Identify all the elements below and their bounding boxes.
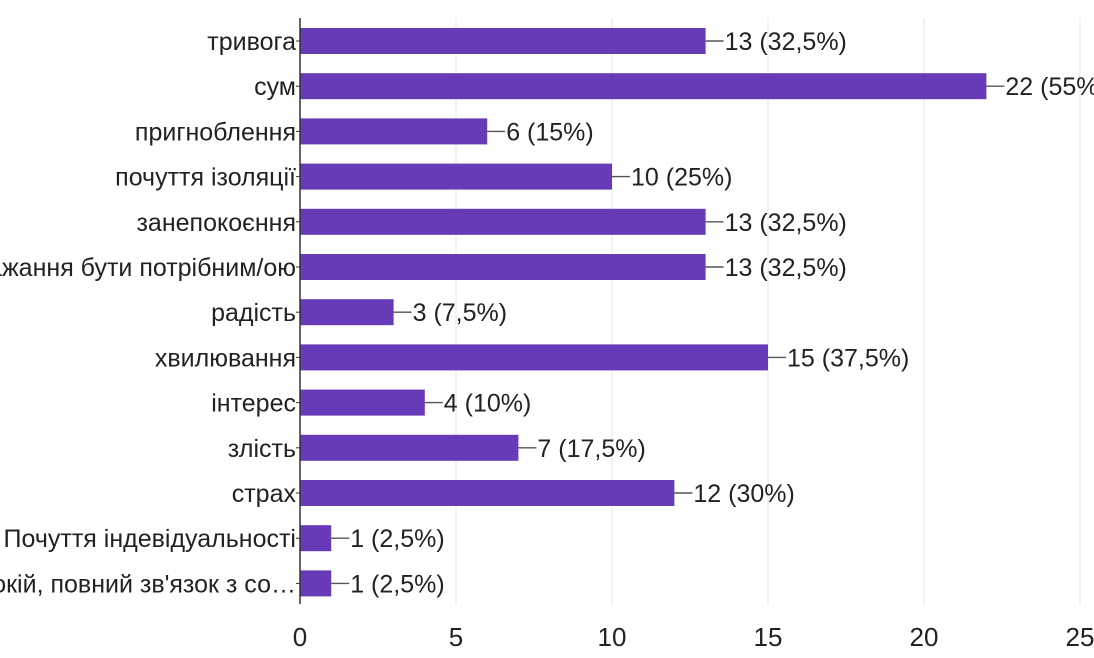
- x-tick-label: 5: [449, 622, 463, 652]
- category-label: пригноблення: [135, 118, 296, 146]
- bar: [300, 118, 488, 145]
- grid-lines: [455, 18, 1081, 604]
- bars: [300, 28, 1005, 597]
- category-label: Спокій, повний зв'язок з со…: [0, 570, 296, 598]
- data-label: 6 (15%): [506, 118, 594, 146]
- data-label: 1 (2,5%): [350, 525, 444, 553]
- data-label: 15 (37,5%): [787, 344, 909, 372]
- data-label: 7 (17,5%): [537, 435, 645, 463]
- category-label: хвилювання: [155, 344, 296, 372]
- bar: [300, 480, 675, 506]
- bar: [300, 73, 987, 100]
- category-label: бажання бути потрібним/ою: [0, 254, 296, 282]
- bar: [300, 163, 612, 190]
- category-label: страх: [232, 480, 297, 508]
- data-label: 13 (32,5%): [725, 254, 847, 282]
- data-label: 3 (7,5%): [413, 299, 507, 327]
- x-tick-label: 15: [754, 622, 783, 652]
- bar: [300, 28, 706, 54]
- data-label: 13 (32,5%): [725, 28, 847, 56]
- bar: [300, 344, 768, 371]
- data-label: 10 (25%): [631, 164, 732, 192]
- bar: [300, 208, 706, 235]
- data-label: 1 (2,5%): [350, 570, 444, 598]
- bar: [300, 570, 332, 597]
- category-label: злість: [228, 435, 296, 463]
- bar: [300, 389, 425, 416]
- labels: 0 5 10 15 20 25 13 (32,5%) тривога 22 (55%) сум 6 …: [0, 28, 1094, 652]
- category-label: занепокоєння: [136, 209, 296, 237]
- data-label: 13 (32,5%): [725, 209, 847, 237]
- x-tick-label: 10: [598, 622, 627, 652]
- x-tick-label: 20: [910, 622, 939, 652]
- category-label: почуття ізоляції: [115, 164, 296, 192]
- bar: [300, 254, 706, 280]
- data-label: 22 (55%): [1005, 73, 1094, 101]
- bar: [300, 434, 519, 461]
- bar: [300, 299, 394, 326]
- category-label: інтерес: [211, 390, 296, 418]
- data-label: 12 (30%): [693, 480, 794, 508]
- category-label: сум: [254, 73, 296, 101]
- data-label: 4 (10%): [444, 390, 532, 418]
- category-label: тривога: [207, 28, 296, 56]
- category-label: Почуття індевідуальності: [4, 525, 296, 553]
- x-tick-label: 0: [293, 622, 307, 652]
- category-label: радість: [211, 299, 296, 327]
- bar: [300, 525, 332, 552]
- x-tick-label: 25: [1066, 622, 1094, 652]
- axes: [296, 18, 301, 604]
